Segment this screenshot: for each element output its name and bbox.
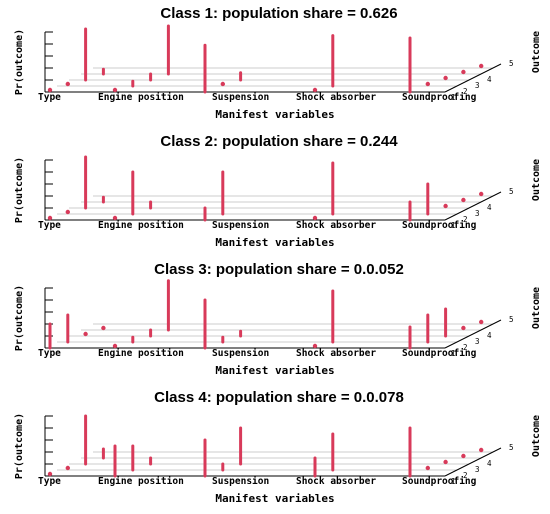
outcome-tick-label: 4 [487,75,492,84]
category-label: Engine position [98,220,184,231]
outcome-tick-label: 2 [463,471,468,480]
category-label: Suspension [212,348,269,359]
x-axis-label: Manifest variables [215,236,334,249]
outcome-tick-label: 3 [475,337,480,346]
category-label: Engine position [98,92,184,103]
category-label: Engine position [98,348,184,359]
bar-type-outcome-2 [65,465,71,471]
category-label: Shock absorber [296,348,376,359]
category-label: Soundproofing [402,92,477,103]
outcome-axis-label: Outcome [531,31,542,73]
category-label: Engine position [98,476,184,487]
bar-soundproofing-outcome-4 [461,197,466,203]
bar-type-outcome-1 [47,471,53,477]
bar-shock-absorber-outcome-1 [312,215,318,221]
bar-type-outcome-1 [47,87,53,93]
bar-shock-absorber-outcome-1 [312,343,318,349]
outcome-axis [444,191,502,221]
bar-soundproofing-outcome-2 [425,81,430,87]
outcome-axis [444,63,502,93]
outcome-tick-label: 4 [487,459,492,468]
outcome-tick-label: 3 [475,209,480,218]
bar-engine-position-outcome-1 [112,343,118,349]
category-label: Type [38,92,61,103]
outcome-axis-label: Outcome [531,287,542,329]
bar-soundproofing-outcome-4 [461,69,466,75]
category-label: Type [38,476,61,487]
bar-soundproofing-outcome-5 [479,63,484,69]
bar-soundproofing-outcome-3 [443,203,448,209]
category-label: Suspension [212,92,269,103]
category-label: Suspension [212,476,269,487]
chart-title: Class 1: population share = 0.626 [160,5,397,22]
bar-type-outcome-2 [65,81,71,87]
chart-title: Class 4: population share = 0.0.078 [154,389,404,406]
bar-soundproofing-outcome-4 [461,453,466,459]
category-label: Soundproofing [402,476,477,487]
category-label: Soundproofing [402,220,477,231]
outcome-axis-label: Outcome [531,415,542,457]
outcome-tick-label: 5 [509,315,514,324]
bar-suspension-outcome-2 [220,81,225,87]
x-axis-label: Manifest variables [215,492,334,505]
bar-soundproofing-outcome-2 [425,465,430,471]
outcome-tick-label: 5 [509,187,514,196]
bar-type-outcome-1 [47,215,53,221]
category-label: Suspension [212,220,269,231]
bar-engine-position-outcome-1 [112,87,118,93]
bar-soundproofing-outcome-5 [479,447,484,453]
outcome-tick-label: 4 [487,331,492,340]
outcome-tick-label: 1 [451,349,456,358]
outcome-tick-label: 1 [451,93,456,102]
y-axis-label: Pr(outcome) [14,29,25,95]
category-label: Soundproofing [402,348,477,359]
outcome-tick-label: 1 [451,477,456,486]
chart-title: Class 3: population share = 0.0.052 [154,261,404,278]
bar-type-outcome-2 [65,209,71,215]
category-label: Type [38,348,61,359]
bar-soundproofing-outcome-3 [443,75,448,81]
bar-soundproofing-outcome-5 [479,319,484,325]
bar-soundproofing-outcome-4 [461,325,466,331]
outcome-tick-label: 3 [475,81,480,90]
outcome-tick-label: 5 [509,443,514,452]
outcome-tick-label: 2 [463,215,468,224]
outcome-axis [444,447,502,477]
outcome-axis [444,319,502,349]
bar-type-outcome-4 [101,325,106,331]
outcome-tick-label: 4 [487,203,492,212]
category-label: Shock absorber [296,220,376,231]
bar-type-outcome-3 [83,331,88,337]
outcome-tick-label: 2 [463,87,468,96]
y-axis-label: Pr(outcome) [14,413,25,479]
outcome-tick-label: 1 [451,221,456,230]
x-axis-label: Manifest variables [215,108,334,121]
category-label: Type [38,220,61,231]
y-axis-label: Pr(outcome) [14,285,25,351]
category-label: Shock absorber [296,476,376,487]
bar-shock-absorber-outcome-1 [312,87,318,93]
chart-title: Class 2: population share = 0.244 [160,133,398,150]
y-axis-label: Pr(outcome) [14,157,25,223]
x-axis-label: Manifest variables [215,364,334,377]
outcome-tick-label: 5 [509,59,514,68]
bar-soundproofing-outcome-5 [479,191,484,197]
outcome-tick-label: 3 [475,465,480,474]
bar-engine-position-outcome-1 [112,215,118,221]
bar-soundproofing-outcome-3 [443,459,448,465]
outcome-axis-label: Outcome [531,159,542,201]
category-label: Shock absorber [296,92,376,103]
outcome-tick-label: 2 [463,343,468,352]
